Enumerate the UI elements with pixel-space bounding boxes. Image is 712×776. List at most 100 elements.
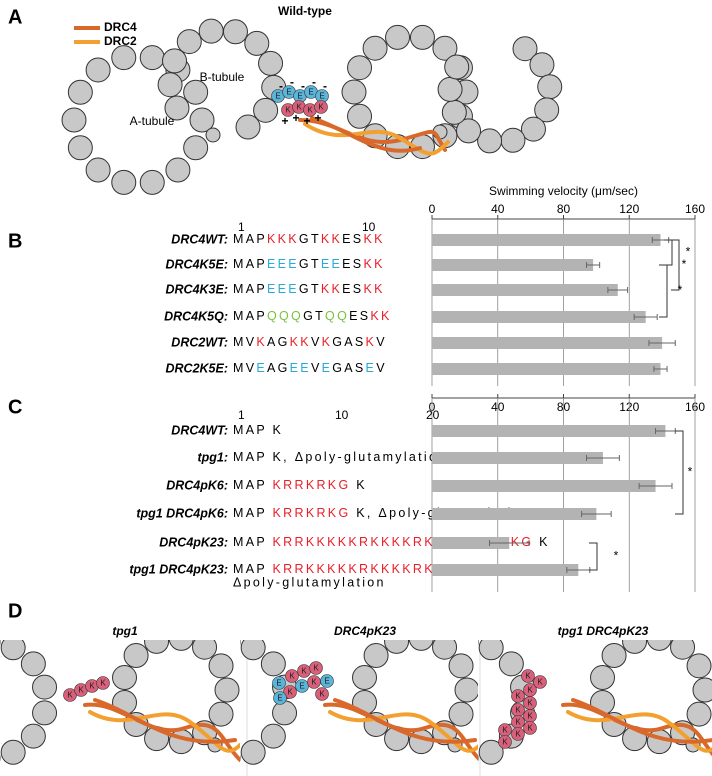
charge: +: [314, 111, 321, 125]
residue-bead: [511, 689, 525, 703]
bead-label: K: [502, 726, 508, 735]
residue-bead: [533, 675, 547, 689]
protofilament: [686, 653, 712, 679]
bead-label: E: [324, 677, 329, 686]
bead-label: K: [318, 103, 324, 112]
bead-label: K: [67, 691, 73, 700]
protofilament: [161, 48, 187, 74]
protofilament: [205, 127, 221, 143]
residue-position: 1: [238, 220, 245, 234]
protofilament: [478, 739, 504, 765]
protofilament: [454, 677, 478, 703]
x-tick-label: 160: [685, 202, 705, 216]
residue-bead: [320, 674, 334, 688]
bar: [432, 425, 666, 437]
protofilament: [512, 36, 538, 62]
category-label: DRC4WT:: [171, 232, 228, 246]
sequence-segment: AG: [267, 361, 290, 375]
significance-bracket: [664, 239, 673, 266]
charge: +: [281, 114, 288, 128]
bead-label: K: [515, 692, 521, 701]
sequence-segment: K: [256, 335, 267, 349]
bar: [432, 508, 597, 520]
category-label: tpg1 DRC4pK23:: [129, 562, 228, 576]
sequence-segment: V: [376, 361, 387, 375]
protofilament: [432, 640, 458, 660]
bead-label: K: [527, 712, 533, 721]
bead-label: K: [89, 682, 95, 691]
protofilament: [183, 79, 209, 105]
category-label: DRC4WT:: [171, 423, 228, 437]
protofilament: [111, 169, 137, 195]
bead-label: K: [537, 678, 543, 687]
bead-label: K: [527, 724, 533, 733]
sequence-segment: ES: [342, 257, 363, 271]
sequence-segment: EEE: [267, 282, 299, 296]
sequence-segment: KKK: [267, 232, 299, 246]
category-label: DRC4pK23:: [159, 535, 228, 549]
error-bar: [607, 287, 629, 293]
sequence-note: Δpoly-glutamylation: [233, 575, 386, 589]
bead-label: K: [307, 106, 313, 115]
sequence-segment: ES: [349, 309, 370, 323]
significance-bracket: [675, 430, 684, 515]
sequence-segment: ES: [342, 282, 363, 296]
fiber: [310, 116, 422, 153]
bead-label: K: [296, 103, 302, 112]
bead-label: E: [297, 92, 302, 101]
panel-letter: D: [8, 600, 22, 622]
sequence-segment: KK: [363, 282, 384, 296]
protofilament: [240, 739, 266, 765]
bar-chart: Swimming velocity (μm/sec) 0 40 80 120 160 1 10…: [164, 184, 705, 386]
protofilament: [67, 79, 93, 105]
protofilament: [176, 29, 202, 55]
protofilament: [67, 135, 93, 161]
bead-label: E: [277, 694, 282, 703]
protofilament: [208, 701, 234, 727]
sequence-segment: MAP: [233, 478, 273, 492]
protofilament: [441, 99, 467, 125]
sequence-segment: EE: [321, 257, 342, 271]
x-tick-label: 80: [557, 202, 571, 216]
sequence-segment: GAS: [332, 335, 365, 349]
sequence-segment: K: [366, 335, 377, 349]
protofilament: [646, 640, 672, 651]
bar: [432, 480, 656, 492]
residue-bead: [521, 669, 535, 683]
fiber: [303, 122, 450, 156]
protofilament: [529, 52, 555, 78]
sequence-segment: ES: [342, 232, 363, 246]
protofilament: [164, 95, 190, 121]
sequence-segment: MAP: [233, 506, 273, 520]
significance-label: *: [682, 257, 687, 271]
sequence-segment: EEE: [267, 257, 299, 271]
protofilament: [520, 116, 546, 142]
significance-bracket: [671, 239, 680, 291]
protofilament: [32, 674, 58, 700]
protofilament: [409, 24, 435, 50]
residue-bead: [283, 685, 297, 699]
protofilament: [189, 107, 215, 133]
residue-bead: [285, 669, 299, 683]
protofilament: [20, 723, 46, 749]
tubule-label: A-tubule: [130, 114, 175, 128]
sequence: MAP K: [233, 423, 283, 437]
panel-letter: C: [8, 396, 22, 418]
error-bar: [653, 366, 668, 372]
residue-position: 1: [238, 408, 245, 422]
sequence-segment: K: [322, 335, 333, 349]
protofilament: [85, 157, 111, 183]
bead-label: K: [289, 672, 295, 681]
x-tick-label: 40: [491, 202, 505, 216]
bead-label: K: [527, 686, 533, 695]
bead-label: K: [78, 686, 84, 695]
sequence-segment: MAP K: [233, 423, 283, 437]
protofilament: [444, 54, 470, 80]
sequence-segment: E: [366, 361, 377, 375]
fiber: [571, 698, 712, 744]
bead-label: E: [319, 92, 324, 101]
residue-position: 10: [362, 220, 376, 234]
